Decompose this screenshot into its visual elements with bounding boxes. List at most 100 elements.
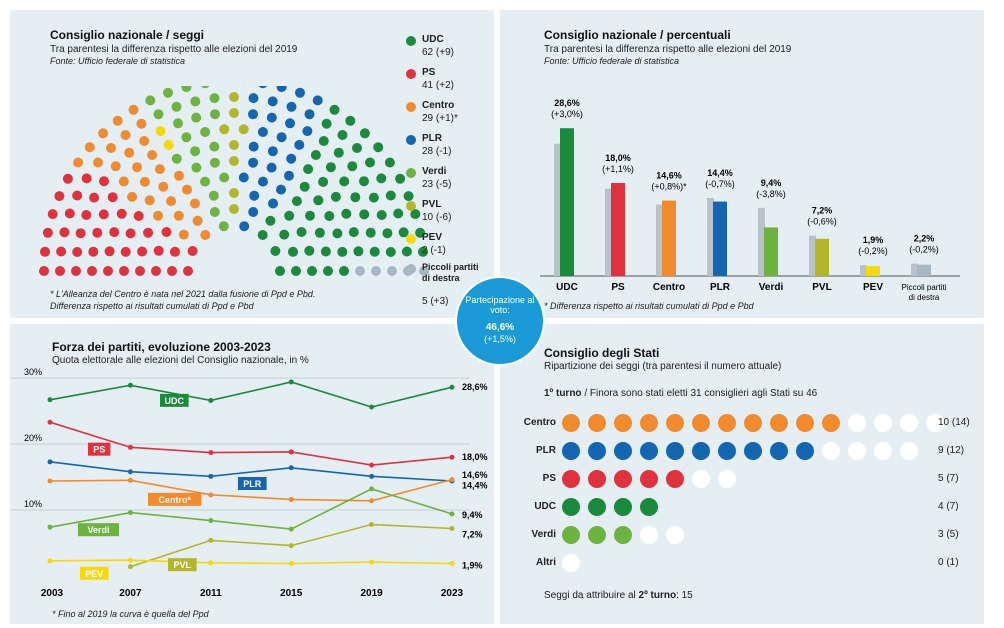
states-row-label: Centro (523, 417, 556, 428)
seat-dot (398, 227, 409, 238)
seat-dot (294, 139, 305, 150)
seat-dot (133, 211, 144, 221)
seat-dot (98, 128, 109, 139)
seat-filled (666, 442, 684, 460)
seat-dot (171, 101, 182, 112)
seat-dot (369, 246, 380, 257)
states-subtitle: Ripartizione dei seggi (tra parentesi il… (544, 361, 782, 372)
series-point (449, 525, 455, 531)
series-point (47, 558, 53, 564)
seat-dot (347, 161, 358, 172)
seat-dot (132, 162, 143, 173)
seat-dot (56, 246, 67, 257)
seat-dot (208, 190, 219, 201)
seat-dot (209, 141, 220, 152)
seat-dot (139, 136, 150, 146)
series-point (449, 477, 455, 483)
seat-dot (385, 190, 396, 201)
bar-value-label: 2,2% (914, 234, 935, 244)
end-value-label: 28,6% (462, 382, 488, 392)
seat-dot (248, 207, 259, 217)
legend-name: PS (422, 67, 436, 78)
seats-source: Fonte: Ufficio federale di statistica (50, 56, 186, 66)
seat-dot (387, 266, 397, 276)
legend-name: UDC (422, 34, 444, 45)
seat-dot (348, 227, 359, 238)
seat-dot (296, 227, 307, 237)
seat-dot (73, 157, 84, 168)
seat-dot (128, 104, 139, 115)
end-value-label: 14,6% (462, 470, 488, 480)
series-point (208, 518, 214, 524)
legend-dot (406, 201, 416, 211)
states-row-label: Verdi (531, 529, 556, 540)
seat-dot (382, 228, 393, 239)
seat-filled (640, 498, 658, 516)
seat-dot (248, 157, 259, 168)
bar-category-label: PLR (710, 282, 731, 293)
seat-dot (183, 266, 193, 276)
seat-dot (190, 146, 201, 157)
seat-dot (229, 204, 239, 214)
seat-dot (42, 227, 53, 238)
bar-2019 (605, 188, 612, 276)
seat-filled (588, 498, 606, 516)
seat-filled (770, 414, 788, 432)
seat-dot (419, 266, 429, 276)
seat-empty (666, 526, 684, 544)
seat-filled (640, 414, 658, 432)
bar-2019 (809, 235, 816, 276)
seat-dot (161, 227, 172, 237)
series-point (127, 557, 133, 563)
seat-dot (312, 95, 323, 106)
seat-dot (55, 266, 65, 276)
seat-dot (337, 246, 348, 257)
bar-value-label: 14,4% (707, 168, 733, 178)
seat-dot (337, 130, 348, 140)
series-point (369, 498, 375, 504)
bar-category-label: Piccoli partiti (902, 283, 947, 292)
seat-dot (249, 190, 260, 201)
series-point (449, 560, 455, 566)
bar-2019 (656, 204, 663, 276)
series-point (127, 510, 133, 516)
seat-dot (313, 195, 324, 206)
y-tick-label: 30% (24, 367, 42, 377)
series-point (208, 397, 214, 403)
seat-filled (562, 470, 580, 488)
end-value-label: 18,0% (462, 452, 488, 462)
seat-dot (229, 92, 239, 102)
series-line (49, 559, 453, 565)
seat-dot (47, 209, 58, 220)
seats-title: Consiglio nazionale / seggi (50, 28, 205, 42)
seat-empty (562, 554, 580, 572)
seat-dot (120, 130, 131, 140)
seats-panel: Consiglio nazionale / seggi Tra parentes… (10, 10, 494, 318)
seat-dot (59, 227, 70, 238)
seat-filled (822, 414, 840, 432)
seat-dot (104, 246, 115, 257)
series-point (288, 526, 294, 532)
percent-subtitle: Tra parentesi la differenza rispetto all… (544, 44, 792, 55)
series-point (208, 492, 214, 498)
seat-dot (365, 157, 375, 168)
seat-filled (562, 526, 580, 544)
seat-dot (376, 173, 387, 184)
series-point (127, 477, 133, 483)
states-row-value: 3 (5) (938, 529, 959, 540)
series-point (208, 560, 214, 566)
seat-dot (181, 86, 192, 93)
seat-dot (314, 227, 325, 238)
seat-filled (614, 526, 632, 544)
x-tick-label: 2007 (119, 588, 142, 599)
seat-filled (562, 442, 580, 460)
seat-dot (365, 227, 376, 238)
seat-dot (72, 190, 83, 201)
series-point (127, 469, 133, 475)
seat-dot (190, 96, 201, 107)
series-tag (148, 492, 202, 506)
seat-dot (332, 228, 343, 239)
seat-dot (238, 172, 249, 183)
seat-dot (258, 176, 268, 187)
seat-dot (320, 246, 331, 257)
